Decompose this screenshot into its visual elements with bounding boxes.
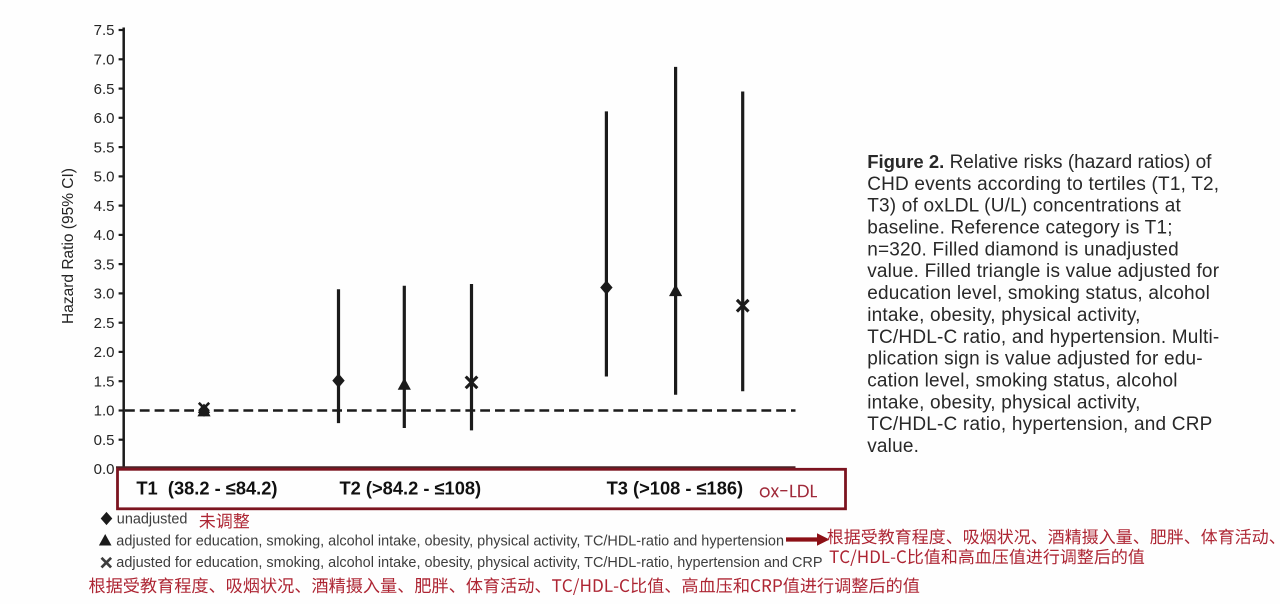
svg-text:2.5: 2.5 bbox=[94, 315, 115, 332]
svg-text:T3 (>108 - ≤186): T3 (>108 - ≤186) bbox=[607, 478, 744, 499]
svg-text:value.: value. bbox=[867, 436, 919, 457]
svg-text:unadjusted: unadjusted bbox=[117, 512, 188, 528]
svg-text:intake, obesity, physical acti: intake, obesity, physical activity, bbox=[867, 305, 1140, 326]
svg-text:T2 (>84.2 - ≤108): T2 (>84.2 - ≤108) bbox=[340, 478, 482, 499]
svg-text:4.5: 4.5 bbox=[94, 198, 115, 215]
svg-text:CHD events according to tertil: CHD events according to tertiles (T1, T2… bbox=[867, 174, 1219, 195]
svg-text:cation level, smoking status,: cation level, smoking status, alcohol bbox=[867, 371, 1177, 392]
svg-text:T3) of oxLDL (U/L) concentrati: T3) of oxLDL (U/L) concentrations at bbox=[867, 196, 1181, 217]
svg-text:6.0: 6.0 bbox=[94, 110, 115, 127]
svg-text:3.0: 3.0 bbox=[94, 286, 115, 303]
svg-text:0.0: 0.0 bbox=[94, 461, 115, 478]
svg-text:4.0: 4.0 bbox=[94, 227, 115, 244]
svg-text:5.0: 5.0 bbox=[94, 169, 115, 186]
svg-text:plication sign is value adjust: plication sign is value adjusted for edu… bbox=[867, 349, 1203, 370]
svg-text:education level, smoking statu: education level, smoking status, alcohol bbox=[867, 283, 1210, 304]
svg-text:7.0: 7.0 bbox=[94, 52, 115, 69]
svg-text:1.0: 1.0 bbox=[94, 403, 115, 420]
svg-text:intake, obesity, physical acti: intake, obesity, physical activity, bbox=[867, 392, 1140, 413]
svg-text:3.5: 3.5 bbox=[94, 256, 115, 273]
svg-text:0.5: 0.5 bbox=[94, 432, 115, 449]
svg-text:Figure 2. Relative risks (haza: Figure 2. Relative risks (hazard ratios)… bbox=[867, 151, 1212, 173]
svg-text:1.5: 1.5 bbox=[94, 373, 115, 390]
svg-text:adjusted for education, smokin: adjusted for education, smoking, alcohol… bbox=[116, 555, 822, 571]
svg-text:TC/HDL-C ratio, hypertension,: TC/HDL-C ratio, hypertension, and CRP bbox=[867, 414, 1212, 435]
svg-text:5.5: 5.5 bbox=[94, 139, 115, 156]
svg-text:2.0: 2.0 bbox=[94, 344, 115, 361]
svg-text:TC/HDL-C ratio, and hypertensi: TC/HDL-C ratio, and hypertension. Multi- bbox=[867, 327, 1219, 348]
svg-text:Hazard Ratio (95% CI): Hazard Ratio (95% CI) bbox=[60, 168, 77, 324]
svg-text:T1 (38.2 - ≤84.2): T1 (38.2 - ≤84.2) bbox=[136, 478, 277, 499]
svg-text:baseline. Reference category i: baseline. Reference category is T1; bbox=[867, 218, 1173, 239]
svg-text:value. Filled triangle is valu: value. Filled triangle is value adjusted… bbox=[867, 261, 1220, 282]
svg-text:6.5: 6.5 bbox=[94, 81, 115, 98]
svg-text:7.5: 7.5 bbox=[94, 22, 115, 39]
svg-text:n=320. Filled diamond is unadj: n=320. Filled diamond is unadjusted bbox=[867, 239, 1179, 260]
svg-text:adjusted for education, smokin: adjusted for education, smoking, alcohol… bbox=[116, 534, 784, 550]
